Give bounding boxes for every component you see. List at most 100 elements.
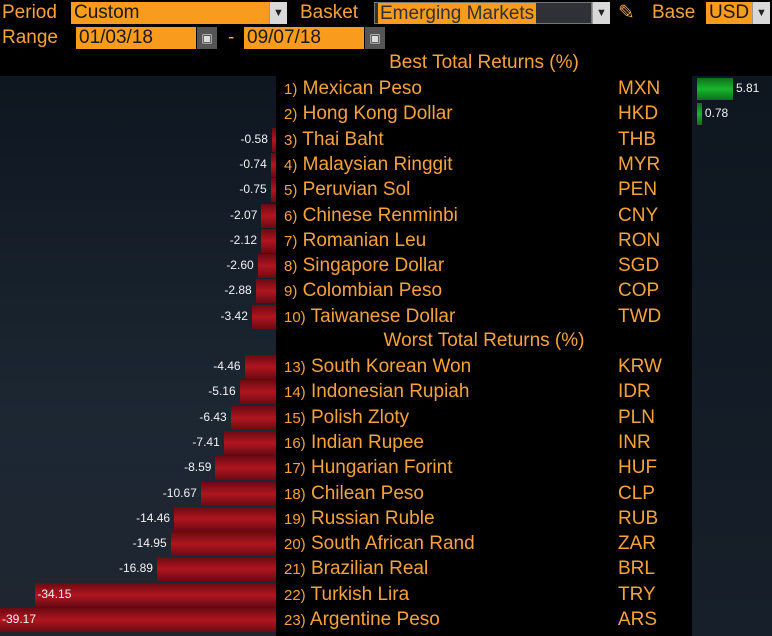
list-item[interactable]: 2) Hong Kong Dollar HKD 0.78: [0, 101, 772, 126]
currency-code: TRY: [618, 583, 656, 605]
calendar-icon[interactable]: ▣: [365, 27, 385, 49]
return-value-label: -34.15: [37, 586, 72, 601]
positive-return-bar: [697, 78, 733, 100]
list-item[interactable]: 18) Chilean Peso CLP -10.67: [0, 481, 772, 506]
currency-label: Malaysian Ringgit: [297, 153, 453, 175]
currency-name[interactable]: 16) Indian Rupee: [284, 430, 424, 456]
currency-label: Argentine Peso: [305, 609, 440, 630]
range-end-field[interactable]: 09/07/18: [244, 27, 364, 49]
chevron-down-icon[interactable]: ▼: [592, 2, 610, 24]
currency-name[interactable]: 15) Polish Zloty: [284, 405, 409, 431]
negative-return-bar: [251, 304, 276, 329]
list-item[interactable]: 19) Russian Ruble RUB -14.46: [0, 506, 772, 531]
currency-name[interactable]: 8) Singapore Dollar: [284, 253, 444, 279]
return-value-label: -8.59: [184, 460, 212, 475]
positive-bar-area: [692, 76, 772, 636]
rank-number: 23): [284, 612, 306, 629]
negative-return-bar: [200, 481, 276, 506]
return-value-label: 5.81: [736, 81, 760, 95]
currency-code: THB: [618, 128, 656, 150]
currency-name[interactable]: 14) Indonesian Rupiah: [284, 379, 469, 405]
currency-name[interactable]: 4) Malaysian Ringgit: [284, 152, 453, 178]
currency-code: TWD: [618, 305, 662, 327]
basket-value: Emerging Markets: [378, 3, 537, 24]
pencil-icon[interactable]: ✎: [618, 2, 635, 24]
currency-label: Mexican Peso: [297, 78, 422, 99]
currency-name[interactable]: 21) Brazilian Real: [284, 556, 428, 582]
list-item[interactable]: 7) Romanian Leu RON -2.12: [0, 228, 772, 253]
currency-name[interactable]: 10) Taiwanese Dollar: [284, 304, 455, 330]
currency-name[interactable]: 2) Hong Kong Dollar: [284, 101, 453, 127]
return-value-label: -14.95: [132, 536, 167, 551]
list-item[interactable]: 6) Chinese Renminbi CNY -2.07: [0, 203, 772, 228]
range-separator: -: [228, 27, 235, 48]
list-item[interactable]: 21) Brazilian Real BRL -16.89: [0, 556, 772, 582]
currency-code: KRW: [618, 356, 662, 377]
list-item[interactable]: 16) Indian Rupee INR -7.41: [0, 430, 772, 455]
return-value-label: -14.46: [136, 510, 171, 525]
list-item[interactable]: 8) Singapore Dollar SGD -2.60: [0, 253, 772, 279]
base-currency-select[interactable]: USD: [706, 2, 752, 24]
list-item[interactable]: 22) Turkish Lira TRY -34.15: [0, 582, 772, 607]
list-item[interactable]: 9) Colombian Peso COP -2.88: [0, 278, 772, 304]
range-start-field[interactable]: 01/03/18: [76, 27, 196, 49]
rank-number: 7): [284, 232, 298, 250]
list-item[interactable]: 17) Hungarian Forint HUF -8.59: [0, 455, 772, 481]
negative-return-bar: [223, 430, 276, 455]
negative-return-bar: [174, 506, 276, 531]
currency-name[interactable]: 17) Hungarian Forint: [284, 455, 452, 481]
currency-code: ARS: [618, 609, 658, 630]
currency-label: Romanian Leu: [297, 229, 427, 251]
currency-name[interactable]: 19) Russian Ruble: [284, 506, 435, 532]
currency-name[interactable]: 18) Chilean Peso: [284, 481, 424, 507]
chevron-down-icon[interactable]: ▼: [752, 2, 770, 24]
currency-code: IDR: [618, 381, 651, 403]
currency-label: Brazilian Real: [305, 558, 429, 580]
worst-returns-title: Worst Total Returns (%): [383, 330, 585, 351]
currency-name[interactable]: 20) South African Rand: [284, 531, 475, 557]
list-item[interactable]: 3) Thai Baht THB -0.58: [0, 127, 772, 152]
currency-name[interactable]: 3) Thai Baht: [284, 127, 384, 153]
negative-return-bar: [0, 608, 276, 632]
return-value-label: -10.67: [162, 485, 197, 500]
return-value-label: -2.07: [230, 207, 258, 222]
list-item[interactable]: 23) Argentine Peso ARS -39.17: [0, 607, 772, 632]
list-item[interactable]: 5) Peruvian Sol PEN -0.75: [0, 177, 772, 203]
currency-label: Peruvian Sol: [297, 179, 411, 201]
currency-label: Hungarian Forint: [305, 457, 453, 479]
list-item[interactable]: 4) Malaysian Ringgit MYR -0.74: [0, 152, 772, 177]
list-item[interactable]: 15) Polish Zloty PLN -6.43: [0, 405, 772, 430]
chevron-down-icon[interactable]: ▼: [269, 2, 287, 24]
return-value-label: -39.17: [2, 612, 37, 626]
currency-label: Colombian Peso: [297, 280, 443, 302]
return-value-label: -3.42: [220, 308, 248, 323]
rank-number: 8): [284, 258, 298, 276]
currency-name[interactable]: 23) Argentine Peso: [284, 607, 440, 633]
currency-name[interactable]: 9) Colombian Peso: [284, 278, 442, 304]
negative-return-bar: [270, 178, 276, 203]
rank-number: 20): [284, 536, 306, 554]
currency-name[interactable]: 22) Turkish Lira: [284, 582, 409, 608]
negative-return-bar: [35, 582, 276, 607]
list-item[interactable]: 1) Mexican Peso MXN 5.81: [0, 76, 772, 101]
list-item[interactable]: 20) South African Rand ZAR -14.95: [0, 531, 772, 557]
list-item[interactable]: 10) Taiwanese Dollar TWD -3.42: [0, 304, 772, 329]
toolbar: Period Custom ▼ Basket Emerging Markets …: [0, 0, 772, 52]
currency-code: BRL: [618, 558, 655, 580]
currency-name[interactable]: 7) Romanian Leu: [284, 228, 426, 254]
basket-select[interactable]: Emerging Markets: [374, 2, 592, 24]
currency-name[interactable]: 6) Chinese Renminbi: [284, 203, 458, 229]
return-value-label: -5.16: [208, 384, 236, 399]
currency-code: RUB: [618, 507, 659, 529]
positive-return-bar: [697, 103, 702, 126]
currency-name[interactable]: 13) South Korean Won: [284, 354, 471, 380]
rank-number: 22): [284, 586, 306, 604]
currency-code: HUF: [618, 457, 658, 479]
list-item[interactable]: 14) Indonesian Rupiah IDR -5.16: [0, 379, 772, 405]
currency-name[interactable]: 5) Peruvian Sol: [284, 177, 410, 203]
list-item[interactable]: 13) South Korean Won KRW -4.46: [0, 354, 772, 379]
period-select[interactable]: Custom: [71, 2, 269, 24]
currency-code: COP: [618, 280, 660, 302]
calendar-icon[interactable]: ▣: [197, 27, 217, 49]
currency-name[interactable]: 1) Mexican Peso: [284, 76, 422, 102]
